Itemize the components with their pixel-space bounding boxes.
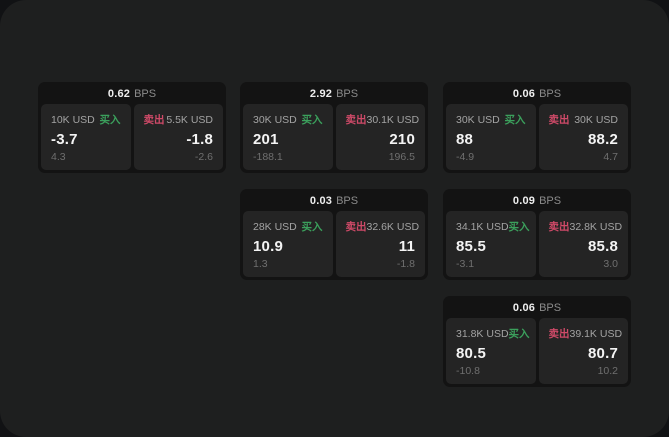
- bps-value: 0.62: [107, 88, 131, 100]
- sell-panel[interactable]: 卖出 32.8K USD 85.8 3.0: [538, 211, 628, 277]
- buy-size: 30K USD: [456, 113, 500, 126]
- buy-size: 31.8K USD: [456, 327, 509, 340]
- sell-delta: 3.0: [603, 258, 618, 270]
- sell-panel[interactable]: 卖出 5.5K USD -1.8 -2.6: [133, 104, 223, 170]
- sell-size: 30K USD: [574, 113, 618, 126]
- buy-price: 201: [253, 130, 279, 148]
- quote-card: 0.03 BPS 28K USD 买入 10.9 1.3 卖出 32.6K US…: [240, 189, 428, 280]
- sell-size: 32.6K USD: [366, 220, 420, 233]
- bps-unit-label: BPS: [539, 302, 562, 314]
- card-header: 0.06 BPS: [446, 299, 628, 318]
- sell-price: 88.2: [588, 130, 618, 148]
- sell-price: 85.8: [588, 237, 618, 255]
- sell-panel[interactable]: 卖出 32.6K USD 11 -1.8: [335, 211, 425, 277]
- card-header: 0.03 BPS: [243, 192, 425, 211]
- sell-delta: 196.5: [388, 151, 415, 163]
- bps-value: 0.06: [512, 88, 536, 100]
- sell-delta: 4.7: [603, 151, 618, 163]
- sell-side-label: 卖出: [548, 114, 570, 126]
- bps-unit-label: BPS: [134, 88, 157, 100]
- sell-side-label: 卖出: [548, 221, 570, 233]
- sell-delta: -1.8: [396, 258, 415, 270]
- quote-panels: 31.8K USD 买入 80.5 -10.8 卖出 39.1K USD 80.…: [446, 318, 628, 384]
- buy-delta: -10.8: [456, 365, 480, 377]
- sell-price: 11: [398, 237, 415, 255]
- bps-unit-label: BPS: [539, 88, 562, 100]
- buy-panel[interactable]: 31.8K USD 买入 80.5 -10.8: [446, 318, 536, 384]
- bps-value: 0.03: [309, 195, 333, 207]
- bps-value: 0.06: [512, 302, 536, 314]
- card-header: 2.92 BPS: [243, 85, 425, 104]
- bps-unit-label: BPS: [539, 195, 562, 207]
- sell-delta: -2.6: [194, 151, 213, 163]
- sell-side-label: 卖出: [548, 328, 570, 340]
- buy-side-label: 买入: [504, 114, 526, 126]
- quote-card: 0.62 BPS 10K USD 买入 -3.7 4.3 卖出 5.5K USD…: [38, 82, 226, 173]
- buy-delta: 4.3: [51, 151, 66, 163]
- buy-panel[interactable]: 10K USD 买入 -3.7 4.3: [41, 104, 131, 170]
- buy-panel[interactable]: 30K USD 买入 88 -4.9: [446, 104, 536, 170]
- sell-side-label: 卖出: [345, 114, 367, 126]
- buy-size: 34.1K USD: [456, 220, 509, 233]
- sell-side-label: 卖出: [345, 221, 367, 233]
- buy-price: -3.7: [51, 130, 78, 148]
- buy-side-label: 买入: [301, 221, 323, 233]
- quote-panels: 30K USD 买入 201 -188.1 卖出 30.1K USD 210 1…: [243, 104, 425, 170]
- buy-side-label: 买入: [508, 221, 530, 233]
- buy-price: 88: [456, 130, 474, 148]
- buy-size: 30K USD: [253, 113, 297, 126]
- sell-size: 32.8K USD: [569, 220, 623, 233]
- sell-price: 210: [389, 130, 415, 148]
- quote-card: 2.92 BPS 30K USD 买入 201 -188.1 卖出 30.1K …: [240, 82, 428, 173]
- buy-size: 10K USD: [51, 113, 95, 126]
- buy-price: 80.5: [456, 344, 486, 362]
- sell-price: -1.8: [186, 130, 213, 148]
- quote-card: 0.09 BPS 34.1K USD 买入 85.5 -3.1 卖出 32.8K…: [443, 189, 631, 280]
- card-header: 0.09 BPS: [446, 192, 628, 211]
- sell-delta: 10.2: [597, 365, 618, 377]
- buy-price: 85.5: [456, 237, 486, 255]
- card-header: 0.62 BPS: [41, 85, 223, 104]
- buy-delta: -3.1: [456, 258, 475, 270]
- buy-panel[interactable]: 28K USD 买入 10.9 1.3: [243, 211, 333, 277]
- card-header: 0.06 BPS: [446, 85, 628, 104]
- buy-delta: -188.1: [253, 151, 283, 163]
- sell-size: 5.5K USD: [166, 113, 213, 126]
- quote-panels: 34.1K USD 买入 85.5 -3.1 卖出 32.8K USD 85.8…: [446, 211, 628, 277]
- buy-price: 10.9: [253, 237, 283, 255]
- buy-size: 28K USD: [253, 220, 297, 233]
- buy-delta: 1.3: [253, 258, 268, 270]
- buy-panel[interactable]: 30K USD 买入 201 -188.1: [243, 104, 333, 170]
- buy-side-label: 买入: [99, 114, 121, 126]
- sell-size: 30.1K USD: [366, 113, 420, 126]
- quote-card: 0.06 BPS 31.8K USD 买入 80.5 -10.8 卖出 39.1…: [443, 296, 631, 387]
- quote-panels: 28K USD 买入 10.9 1.3 卖出 32.6K USD 11 -1.8: [243, 211, 425, 277]
- quote-panels: 10K USD 买入 -3.7 4.3 卖出 5.5K USD -1.8 -2.…: [41, 104, 223, 170]
- buy-panel[interactable]: 34.1K USD 买入 85.5 -3.1: [446, 211, 536, 277]
- quote-panels: 30K USD 买入 88 -4.9 卖出 30K USD 88.2 4.7: [446, 104, 628, 170]
- buy-delta: -4.9: [456, 151, 475, 163]
- sell-panel[interactable]: 卖出 39.1K USD 80.7 10.2: [538, 318, 628, 384]
- quote-card: 0.06 BPS 30K USD 买入 88 -4.9 卖出 30K USD 8…: [443, 82, 631, 173]
- buy-side-label: 买入: [301, 114, 323, 126]
- sell-price: 80.7: [588, 344, 618, 362]
- bps-value: 0.09: [512, 195, 536, 207]
- sell-panel[interactable]: 卖出 30.1K USD 210 196.5: [335, 104, 425, 170]
- sell-panel[interactable]: 卖出 30K USD 88.2 4.7: [538, 104, 628, 170]
- bps-value: 2.92: [309, 88, 333, 100]
- bps-unit-label: BPS: [336, 195, 359, 207]
- sell-size: 39.1K USD: [569, 327, 623, 340]
- sell-side-label: 卖出: [143, 114, 165, 126]
- bps-unit-label: BPS: [336, 88, 359, 100]
- buy-side-label: 买入: [508, 328, 530, 340]
